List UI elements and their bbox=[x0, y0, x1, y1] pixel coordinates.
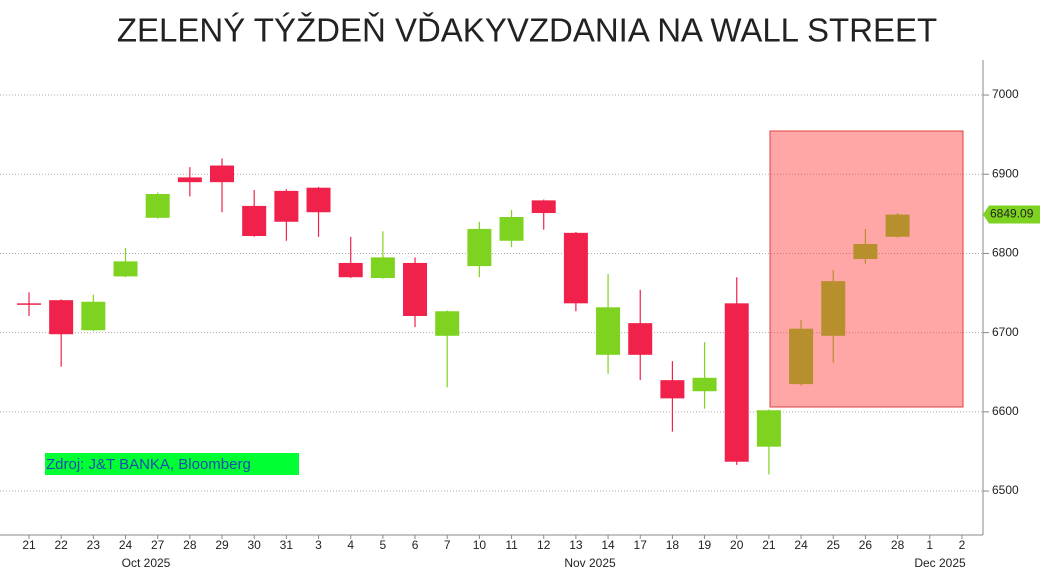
last-price-label: 6849.09 bbox=[990, 207, 1034, 221]
x-tick-label: 3 bbox=[315, 538, 322, 552]
candle-body bbox=[853, 243, 878, 259]
x-tick-label: 28 bbox=[891, 538, 905, 552]
candle-body bbox=[435, 311, 460, 336]
x-tick-label: 23 bbox=[87, 538, 101, 552]
candle-body bbox=[274, 190, 299, 222]
candle-body bbox=[145, 194, 170, 218]
y-tick-label: 6900 bbox=[992, 166, 1019, 180]
x-tick-label: 19 bbox=[698, 538, 712, 552]
chart-title: ZELENÝ TÝŽDEŇ VĎAKYVZDANIA NA WALL STREE… bbox=[117, 12, 937, 49]
candle-body bbox=[724, 303, 749, 462]
x-tick-label: 21 bbox=[762, 538, 776, 552]
candle-body bbox=[467, 228, 492, 267]
last-price-box bbox=[983, 205, 1040, 224]
candle-body bbox=[660, 380, 685, 399]
candle-body bbox=[81, 301, 106, 331]
candle-body bbox=[49, 300, 74, 335]
candle-body bbox=[531, 200, 556, 214]
candle-body bbox=[789, 328, 814, 385]
candle-body bbox=[17, 303, 41, 305]
source-note: Zdroj: J&T BANKA, Bloomberg bbox=[46, 456, 251, 473]
candle-body bbox=[563, 232, 588, 304]
x-tick-label: 1 bbox=[926, 538, 933, 552]
candle-body bbox=[885, 214, 910, 237]
x-tick-label: 4 bbox=[347, 538, 354, 552]
y-tick-label: 6500 bbox=[992, 483, 1019, 497]
candle-body bbox=[242, 205, 267, 237]
x-tick-label: 2 bbox=[959, 538, 966, 552]
candle-body bbox=[370, 257, 395, 278]
x-tick-label: 24 bbox=[119, 538, 133, 552]
candle-body bbox=[210, 165, 235, 183]
x-tick-label: 26 bbox=[859, 538, 873, 552]
x-tick-label: 10 bbox=[473, 538, 487, 552]
x-tick-label: 28 bbox=[183, 538, 197, 552]
candle-body bbox=[596, 307, 621, 355]
x-tick-label: 20 bbox=[730, 538, 744, 552]
candle-body bbox=[821, 281, 846, 336]
y-tick-label: 7000 bbox=[992, 87, 1019, 101]
x-tick-label: 31 bbox=[280, 538, 294, 552]
candle-body bbox=[499, 217, 524, 241]
candle-body bbox=[756, 410, 781, 447]
x-tick-label: 5 bbox=[380, 538, 387, 552]
x-tick-label: 13 bbox=[569, 538, 583, 552]
x-tick-label: 27 bbox=[151, 538, 165, 552]
month-label: Dec 2025 bbox=[914, 556, 966, 570]
x-tick-label: 24 bbox=[794, 538, 808, 552]
highlight-box bbox=[769, 130, 964, 408]
x-tick-label: 6 bbox=[412, 538, 419, 552]
x-tick-label: 7 bbox=[444, 538, 451, 552]
candle-body bbox=[113, 261, 138, 277]
month-label: Oct 2025 bbox=[122, 556, 171, 570]
x-tick-label: 14 bbox=[601, 538, 615, 552]
candle-body bbox=[338, 262, 363, 278]
candle-body bbox=[692, 377, 717, 392]
x-tick-label: 18 bbox=[666, 538, 680, 552]
y-tick-label: 6600 bbox=[992, 404, 1019, 418]
x-tick-label: 25 bbox=[827, 538, 841, 552]
x-tick-label: 21 bbox=[22, 538, 36, 552]
x-tick-label: 30 bbox=[248, 538, 262, 552]
month-label: Nov 2025 bbox=[564, 556, 616, 570]
x-tick-label: 11 bbox=[505, 538, 518, 552]
source-bg bbox=[45, 453, 299, 475]
x-tick-label: 17 bbox=[634, 538, 648, 552]
y-tick-label: 6800 bbox=[992, 246, 1019, 260]
candle-body bbox=[403, 262, 428, 317]
candle-body bbox=[306, 187, 331, 213]
x-tick-label: 22 bbox=[54, 538, 68, 552]
x-tick-label: 29 bbox=[215, 538, 229, 552]
plot-area bbox=[0, 94, 983, 492]
candle-body bbox=[177, 177, 202, 183]
y-tick-label: 6700 bbox=[992, 325, 1019, 339]
x-tick-label: 12 bbox=[537, 538, 551, 552]
candle-body bbox=[628, 323, 653, 355]
